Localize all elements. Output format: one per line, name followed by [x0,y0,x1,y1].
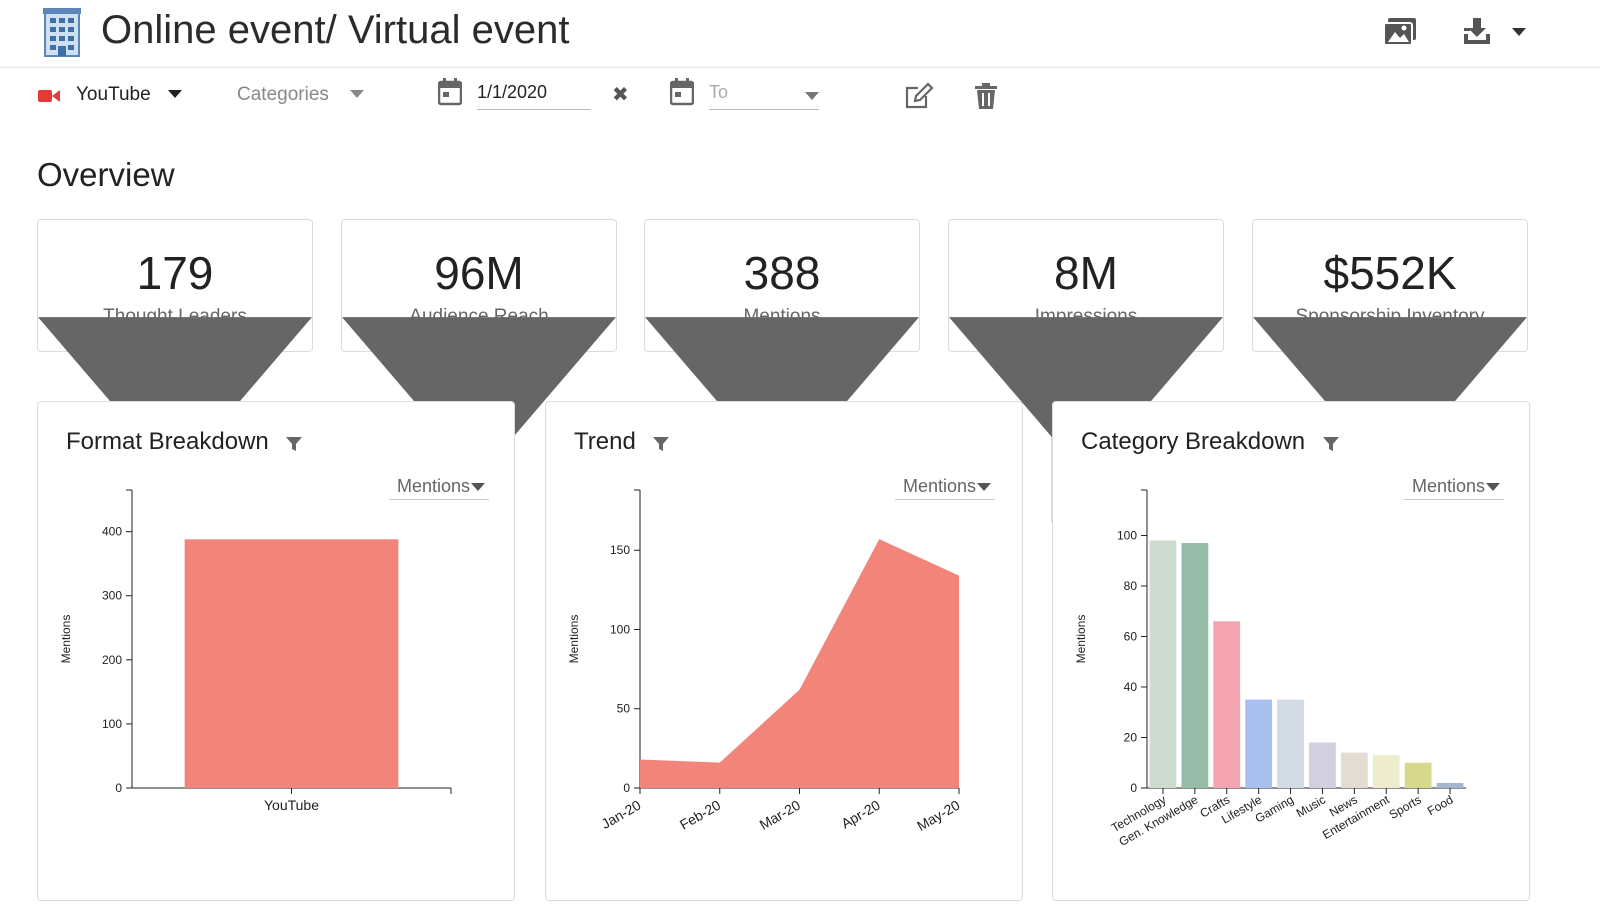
bar [1309,742,1336,788]
kpi-label: Thought Leaders [103,306,247,327]
chevron-down-icon[interactable] [350,90,364,100]
y-tick-label: 150 [610,543,630,557]
y-tick-label: 0 [623,781,630,795]
panel-title: Category Breakdown [1081,428,1306,455]
kpi-label: Audience Reach [409,306,549,327]
x-tick-label: May-20 [914,797,963,834]
x-tick-label: YouTube [264,797,319,813]
kpi-card: 179 Thought Leaders [37,219,313,557]
y-tick-label: 80 [1124,579,1138,593]
chevron-down-icon [1512,28,1526,36]
chevron-down-icon[interactable] [805,92,819,102]
format-breakdown-panel: 0 100 200 300 400 Mentions YouTube Format Brea… [37,401,515,901]
categories-select[interactable]: Categories [237,84,329,105]
bar [1181,543,1209,788]
trash-icon[interactable] [974,82,998,110]
metric-select[interactable]: Mentions [895,466,995,500]
filter-icon[interactable] [1323,436,1339,452]
kpi-value: 388 [743,246,821,299]
y-axis-label: Mentions [567,615,581,664]
filter-icon[interactable] [286,436,302,452]
y-axis-label: Mentions [1074,615,1088,664]
bar [184,539,399,788]
format-breakdown-chart: 0 100 200 300 400 Mentions YouTube [59,489,452,813]
x-tick-label: Feb-20 [677,797,724,833]
download-icon[interactable] [1460,16,1530,48]
kpi-label: Mentions [743,306,821,327]
bar [1436,782,1464,788]
y-tick-label: 100 [1117,528,1137,542]
trend-panel: 0 50 100 150 Mentions Jan-20 Feb-20 Mar-20 Apr-2… [545,401,1023,901]
y-tick-label: 100 [610,622,630,636]
bar [1149,540,1177,788]
kpi-card: $552K Sponsorship Inventory [1252,219,1528,557]
overview-title: Overview [37,156,175,193]
y-tick-label: 100 [102,717,122,731]
kpi-card: 8M Impressions [948,219,1224,557]
y-tick-label: 50 [617,702,631,716]
bar [1404,762,1432,788]
panel-title: Format Breakdown [66,428,269,455]
filter-bar: YouTube Categories ✖ To [0,68,1600,124]
bar [1213,621,1241,788]
kpi-label: Sponsorship Inventory [1295,306,1485,327]
chevron-down-icon [977,483,991,491]
metric-select[interactable]: Mentions [1404,466,1504,500]
x-tick-label: Food [1425,792,1456,818]
x-tick-label: Music [1294,792,1328,820]
filter-icon[interactable] [653,436,669,452]
building-icon [43,8,81,57]
app-header: Online event/ Virtual event [0,0,1600,68]
bar [1277,699,1304,788]
date-to-input[interactable]: To [709,76,819,110]
y-tick-label: 60 [1124,629,1138,643]
kpi-value: $552K [1323,246,1457,299]
y-tick-label: 300 [102,589,122,603]
trend-chart: 0 50 100 150 Mentions Jan-20 Feb-20 Mar-20 Apr-2… [567,489,963,834]
area-series [640,539,959,788]
y-axis-label: Mentions [59,615,73,664]
video-camera-icon [38,90,60,102]
source-select[interactable]: YouTube [76,84,151,105]
kpi-value: 8M [1054,246,1118,299]
metric-select-label: Mentions [903,476,977,496]
x-tick-label: Mar-20 [757,797,804,833]
y-tick-label: 400 [102,525,122,539]
calendar-icon[interactable] [670,78,694,106]
metric-select-label: Mentions [1412,476,1486,496]
bar [1340,752,1368,788]
clear-date-icon[interactable]: ✖ [612,84,629,106]
chevron-down-icon[interactable] [168,90,182,100]
bar [1245,699,1273,788]
kpi-label: Impressions [1034,306,1138,327]
kpi-card: 388 Mentions [644,219,920,557]
y-tick-label: 20 [1124,730,1138,744]
calendar-icon[interactable] [438,78,462,106]
date-to-placeholder: To [709,82,729,102]
y-tick-label: 0 [1130,781,1137,795]
chevron-down-icon [471,483,485,491]
kpi-card: 96M Audience Reach [341,219,617,557]
page-title: Online event/ Virtual event [101,8,570,52]
metric-select[interactable]: Mentions [389,466,489,500]
kpi-value: 96M [434,246,524,299]
date-from-input[interactable] [477,76,591,110]
x-tick-label: Apr-20 [838,797,883,832]
y-tick-label: 40 [1124,680,1138,694]
x-tick-label: Jan-20 [598,797,643,832]
kpi-value: 179 [136,246,214,299]
y-tick-label: 0 [115,781,122,795]
images-icon[interactable] [1382,16,1418,48]
category-breakdown-panel: 0 20 40 60 80 100 Mentions Technology Gen. Knowl… [1052,401,1530,901]
x-tick-label: Sports [1387,792,1424,821]
metric-select-label: Mentions [397,476,471,496]
y-tick-label: 200 [102,653,122,667]
edit-icon[interactable] [904,82,934,110]
panel-title: Trend [574,428,636,455]
bar [1372,755,1400,788]
chevron-down-icon [1486,483,1500,491]
